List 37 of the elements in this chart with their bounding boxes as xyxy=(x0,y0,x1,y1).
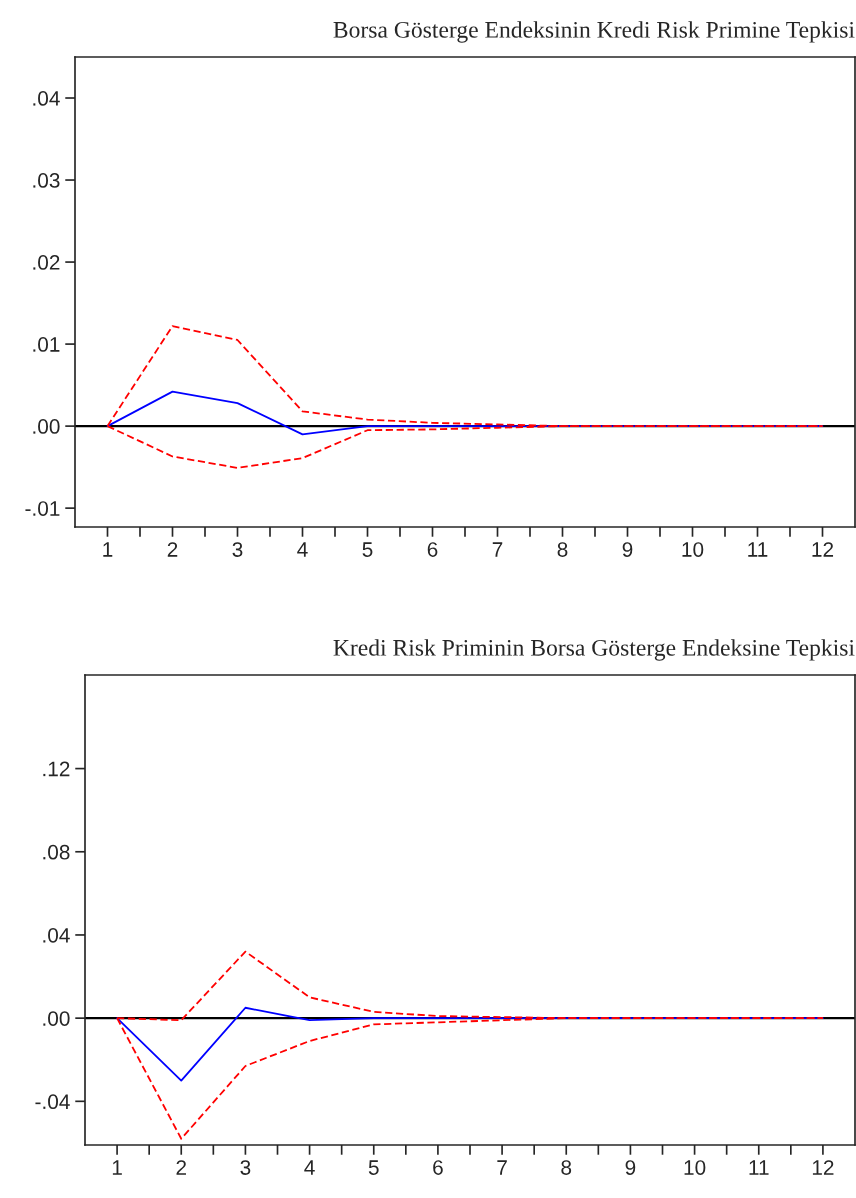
x-tick-label: 3 xyxy=(232,542,243,557)
x-tick-label: 9 xyxy=(622,542,633,557)
y-tick-label: .08 xyxy=(43,844,70,860)
x-tick-label: 5 xyxy=(368,1160,379,1175)
x-tick-label: 10 xyxy=(684,1160,706,1175)
x-tick-label: 11 xyxy=(748,542,768,557)
x-tick-label: 6 xyxy=(433,1160,443,1175)
y-tick-label: .04 xyxy=(33,91,60,106)
x-tick-label: 2 xyxy=(167,542,178,557)
y-tick-label: .03 xyxy=(33,173,60,188)
y-tick-label: .00 xyxy=(43,1011,70,1026)
y-tick-label: -.01 xyxy=(25,501,60,516)
x-tick-label: 1 xyxy=(112,1160,122,1175)
chart-title: Kredi Risk Priminin Borsa Gösterge Endeksine Tepkisi xyxy=(333,639,855,661)
x-tick-label: 8 xyxy=(557,542,568,557)
y-tick-label: .01 xyxy=(33,337,60,352)
y-tick-label: .04 xyxy=(43,927,70,943)
chart-title: Borsa Gösterge Endeksinin Kredi Risk Primine Tepkisi xyxy=(333,21,855,43)
x-tick-label: 7 xyxy=(497,1160,507,1175)
x-tick-label: 2 xyxy=(176,1160,186,1175)
x-tick-label: 12 xyxy=(812,1160,834,1175)
x-tick-label: 9 xyxy=(625,1160,636,1175)
y-tick-label: -.04 xyxy=(35,1094,70,1110)
y-tick-label: .12 xyxy=(43,761,70,777)
x-tick-label: 5 xyxy=(362,542,373,557)
x-tick-label: 7 xyxy=(492,542,503,557)
y-tick-label: .02 xyxy=(33,255,60,270)
x-tick-label: 3 xyxy=(240,1160,251,1175)
x-tick-label: 1 xyxy=(103,542,113,557)
x-tick-label: 11 xyxy=(749,1160,769,1175)
x-tick-label: 4 xyxy=(304,1160,315,1175)
x-tick-label: 10 xyxy=(682,542,704,557)
y-tick-label: .00 xyxy=(33,419,60,434)
x-tick-label: 4 xyxy=(297,542,308,557)
x-tick-label: 8 xyxy=(561,1160,572,1175)
x-tick-label: 6 xyxy=(427,542,438,557)
x-tick-label: 12 xyxy=(812,542,834,557)
